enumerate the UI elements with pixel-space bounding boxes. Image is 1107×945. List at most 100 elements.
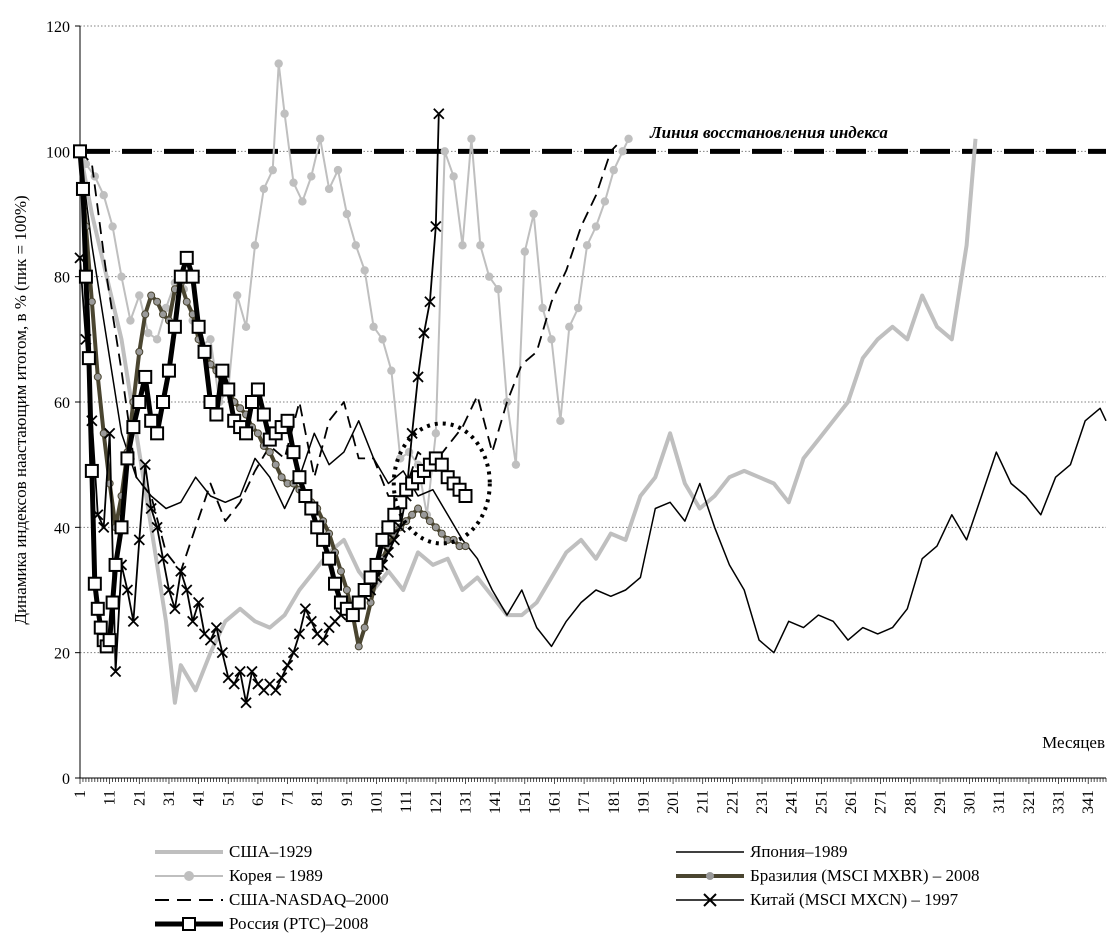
- data-point: [268, 165, 277, 175]
- data-point: [236, 404, 245, 413]
- data-point: [185, 269, 200, 284]
- data-point: [181, 584, 193, 596]
- data-point: [87, 576, 102, 591]
- y-tick-label: 80: [54, 270, 70, 287]
- data-point: [169, 603, 181, 615]
- data-point: [203, 395, 218, 409]
- data-point: [167, 319, 182, 334]
- data-point: [127, 615, 140, 627]
- data-point: [276, 672, 288, 684]
- y-tick-label: 20: [54, 646, 70, 663]
- data-point: [215, 363, 230, 378]
- data-point: [547, 335, 556, 344]
- data-point: [582, 241, 592, 250]
- data-point: [93, 620, 108, 635]
- data-point: [324, 184, 334, 194]
- data-point: [529, 209, 538, 219]
- data-point: [204, 634, 217, 646]
- x-tick-label: 181: [606, 790, 623, 814]
- data-point: [431, 523, 440, 532]
- data-point: [520, 247, 529, 256]
- legend-swatch: [676, 893, 744, 907]
- data-point: [591, 222, 601, 231]
- data-point: [511, 460, 521, 469]
- data-point: [286, 445, 301, 460]
- x-tick-label: 341: [1080, 790, 1097, 814]
- data-point: [449, 172, 458, 181]
- legend-label: Япония–1989: [750, 842, 848, 861]
- x-tick-label: 281: [902, 790, 919, 814]
- data-point: [394, 521, 406, 533]
- data-point: [126, 316, 135, 325]
- data-point: [99, 191, 108, 200]
- data-point: [126, 420, 141, 435]
- x-tick-label: 71: [280, 790, 297, 806]
- data-point: [138, 369, 153, 384]
- data-point: [210, 621, 223, 634]
- data-point: [206, 335, 215, 344]
- data-point: [179, 250, 194, 265]
- data-point: [246, 665, 258, 678]
- data-point: [109, 665, 122, 678]
- data-point: [182, 297, 191, 306]
- x-tick-label: 11: [102, 790, 119, 805]
- data-point: [342, 586, 351, 594]
- x-tick-label: 321: [1021, 790, 1038, 814]
- legend-swatch: [676, 872, 744, 880]
- data-point: [265, 448, 274, 457]
- data-point: [81, 159, 91, 169]
- data-point: [440, 147, 449, 156]
- data-point: [157, 553, 169, 565]
- data-point: [151, 521, 163, 533]
- data-point: [289, 178, 298, 187]
- x-tick-label: 221: [724, 790, 741, 814]
- data-point: [419, 510, 428, 519]
- x-tick-labels: 1 11 21 31 41 51 61 71 81 91 101 111 121 131 141 151 161…: [72, 790, 1097, 814]
- data-point: [121, 584, 134, 596]
- legend-swatch: [155, 899, 223, 901]
- legend-item-brazil-2008: Бразилия (MSCI MXBR) – 2008: [676, 866, 979, 886]
- data-point: [565, 322, 574, 331]
- x-tick-label: 81: [309, 790, 326, 806]
- data-point: [173, 269, 188, 284]
- x-tick-label: 131: [457, 790, 474, 814]
- data-point: [145, 502, 157, 515]
- x-tick-label: 41: [191, 790, 208, 806]
- data-point: [618, 147, 627, 156]
- data-point: [305, 615, 317, 627]
- data-point: [161, 363, 176, 378]
- data-point: [317, 634, 329, 646]
- data-point: [274, 59, 283, 68]
- x-tick-label: 31: [161, 790, 178, 806]
- data-point: [375, 532, 390, 547]
- data-point: [234, 665, 246, 678]
- data-point: [378, 335, 387, 344]
- data-point: [228, 678, 240, 690]
- data-point: [304, 501, 319, 516]
- y-tick-label: 100: [46, 144, 70, 161]
- data-point: [75, 181, 90, 196]
- data-point: [221, 382, 236, 397]
- data-point: [298, 489, 313, 503]
- data-point: [293, 628, 306, 640]
- data-point: [414, 504, 423, 513]
- highlight-ellipse: [391, 421, 492, 546]
- data-point: [476, 241, 485, 250]
- legend-swatch: [155, 917, 223, 931]
- x-tick-label: 161: [546, 790, 563, 814]
- data-point: [600, 197, 610, 206]
- data-point: [93, 372, 102, 381]
- data-point: [84, 463, 99, 478]
- data-point: [191, 319, 206, 334]
- data-point: [431, 429, 441, 438]
- data-point: [328, 576, 343, 591]
- data-point: [141, 310, 150, 319]
- data-point: [408, 510, 417, 519]
- data-point: [105, 595, 120, 610]
- data-point: [271, 460, 280, 469]
- data-point: [102, 633, 117, 648]
- data-point: [430, 220, 442, 233]
- legend-swatch: [155, 871, 223, 881]
- data-point: [117, 272, 126, 281]
